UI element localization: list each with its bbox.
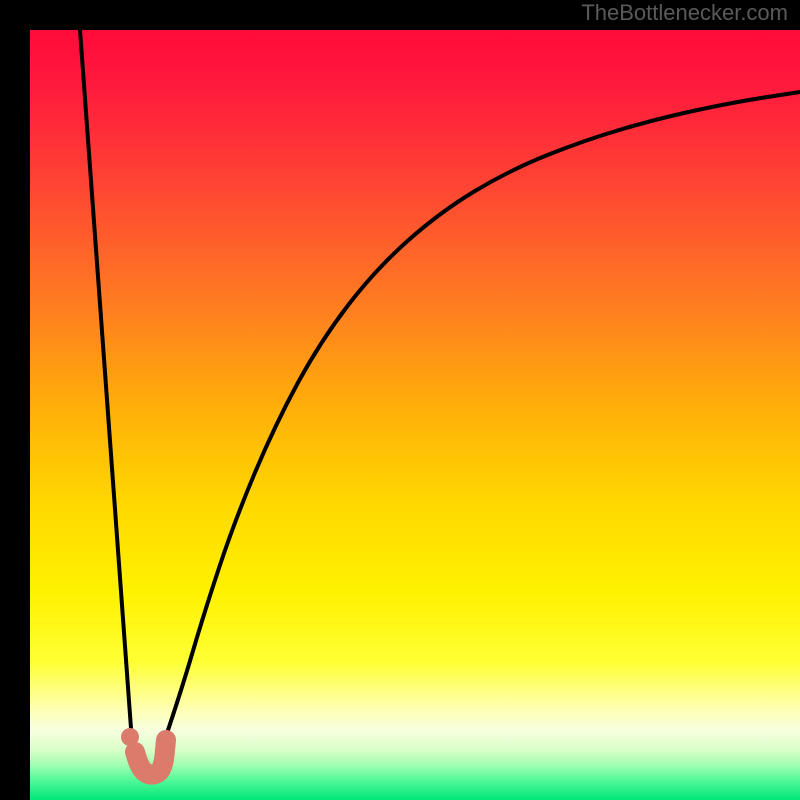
chart-container: { "watermark": { "text": "TheBottlenecke… — [0, 0, 800, 800]
watermark-text: TheBottlenecker.com — [581, 0, 788, 26]
chart-svg — [0, 0, 800, 800]
plot-background — [30, 30, 800, 800]
